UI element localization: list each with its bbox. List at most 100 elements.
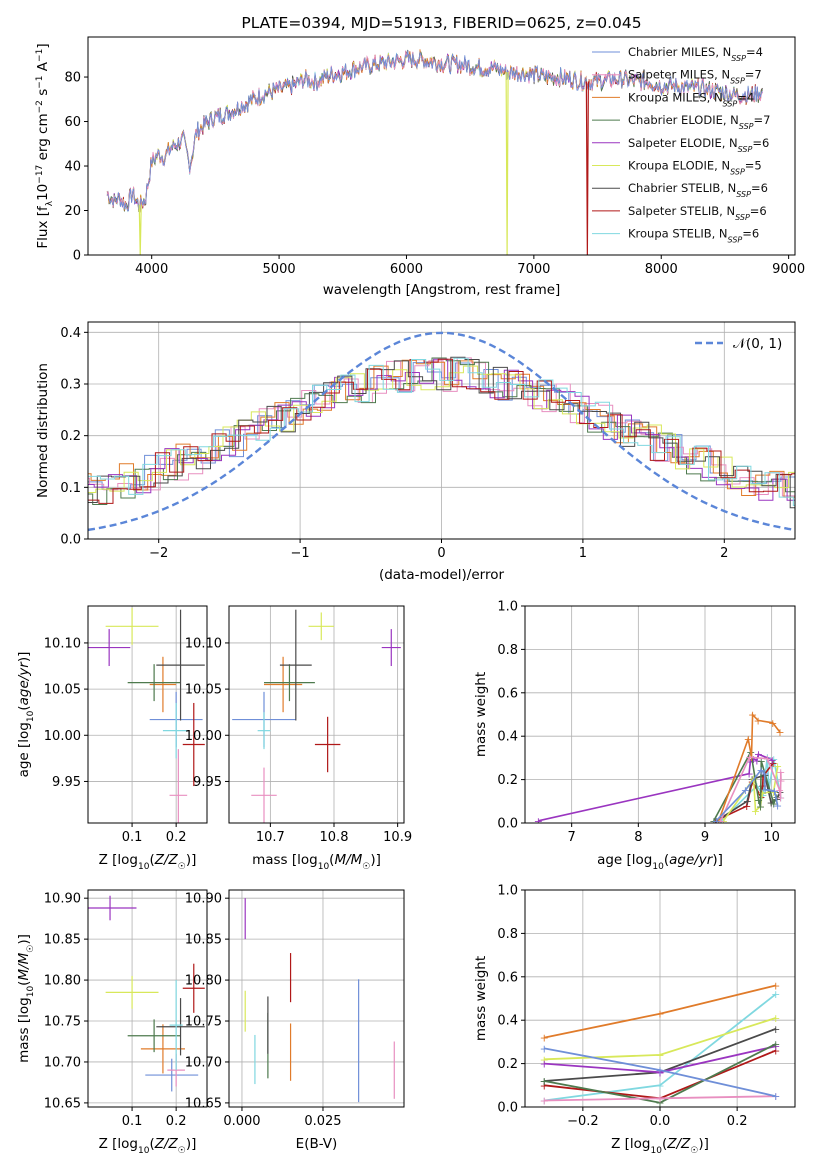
errorbar-point-8	[182, 702, 205, 787]
histogram-series-6	[88, 365, 795, 493]
marker: +	[769, 786, 778, 799]
errorbar-point-2	[169, 749, 188, 823]
label-part: (	[16, 981, 32, 986]
x-tick-label: 9000	[772, 262, 805, 277]
marker: +	[540, 1094, 549, 1107]
marker: +	[773, 799, 782, 812]
errorbar-point-4	[127, 1019, 181, 1053]
y-tick-label: 0.0	[497, 1101, 518, 1116]
y-tick-label: 0.1	[60, 481, 81, 496]
x-tick-label: 6000	[390, 262, 423, 277]
y-tick-label: 9.95	[193, 775, 222, 790]
y-tick-label: 60	[64, 115, 81, 130]
label-part: ]	[35, 43, 51, 48]
y-tick-label: 10.10	[185, 636, 222, 651]
y-tick-label: 1.0	[497, 884, 518, 899]
marker: +	[709, 815, 718, 828]
label-part: ☉	[362, 862, 370, 872]
label-part: SSP	[739, 122, 754, 131]
y-tick-label: 10.80	[185, 974, 222, 989]
y-tick-label: 10.65	[185, 1096, 222, 1111]
x-axis-label: age [log10(age/yr)]	[597, 852, 723, 872]
errorbar-point-7	[156, 609, 205, 721]
label-part: 10	[138, 862, 150, 872]
marker: +	[771, 1090, 780, 1103]
marker: +	[540, 1094, 549, 1107]
y-tick-label: 0.4	[497, 1014, 518, 1029]
label-part: Kroupa STELIB, N	[628, 227, 728, 241]
label-part: (	[662, 1136, 667, 1152]
errorbar-point-8	[182, 963, 205, 1013]
marker: +	[751, 805, 760, 818]
marker: +	[540, 1053, 549, 1066]
marker: +	[768, 717, 777, 730]
marker: +	[540, 1079, 549, 1092]
mass-weight-age-line-3	[717, 712, 781, 822]
plot-area	[88, 895, 205, 1092]
normal-curve	[88, 331, 795, 532]
marker: +	[756, 801, 765, 814]
y-tick-label: 10.85	[185, 933, 222, 948]
chart-panel-4: 10.7 10.8 10.9 9.95 10.00 10.05 10.10	[185, 605, 412, 845]
legend-label: 𝒩(0, 1)	[733, 336, 782, 352]
marker: +	[746, 756, 755, 769]
label-part: )]	[186, 1136, 197, 1152]
plot-area	[232, 609, 401, 823]
plot-area	[106, 49, 763, 255]
label-part: ☉	[178, 1146, 186, 1156]
label-part: Z [log	[99, 1136, 138, 1152]
label-part: SSP	[735, 212, 750, 221]
label-part: )]	[370, 852, 381, 868]
y-tick-label: 10.75	[44, 1015, 81, 1030]
chart-panel-1: 4000 5000 6000 7000 8000 9000 0 20 40 60 80	[64, 36, 805, 277]
marker: +	[772, 791, 781, 804]
label-part: 10	[652, 862, 664, 872]
marker: +	[655, 1097, 664, 1110]
marker: +	[766, 797, 775, 810]
axes-frame	[87, 889, 208, 1108]
y-tick-label: 10.00	[185, 729, 222, 744]
label-part: ☉	[690, 1146, 698, 1156]
chart-panel-3: 0.1 0.2 9.95 10.00 10.05 10.10	[44, 605, 208, 845]
label-part: 10	[318, 862, 330, 872]
x-tick-label: −2	[149, 546, 168, 561]
y-tick-label: 0.6	[497, 686, 518, 701]
marker: +	[749, 753, 758, 766]
label-part: SSP	[736, 190, 751, 199]
legend-label: Salpeter STELIB, NSSP=6	[628, 204, 767, 222]
histogram-series-1	[88, 362, 795, 490]
label-part: Z/Z	[154, 852, 179, 868]
label-part: Chabrier MILES, N	[628, 45, 731, 59]
marker: +	[744, 768, 753, 781]
chart-panel-6: 0.1 0.2 10.65 10.70 10.75 10.80 10.85 10.90	[44, 889, 208, 1129]
y-tick-label: 0.0	[60, 533, 81, 548]
x-tick-label: 0.1	[122, 1114, 143, 1129]
label-part: )]	[186, 852, 197, 868]
y-tick-label: 40	[64, 160, 81, 175]
legend-label: Kroupa MILES, NSSP=4	[628, 90, 754, 108]
label-part: Salpeter STELIB, N	[628, 204, 735, 218]
x-axis-label: Z [log10(Z/Z☉)]	[611, 1136, 709, 1156]
x-axis-label: mass [log10(M/M☉)]	[252, 852, 381, 872]
marker: +	[752, 754, 761, 767]
label-part: (	[16, 705, 32, 710]
axes-frame	[87, 36, 796, 256]
axes-frame	[228, 605, 405, 824]
legend-label: Chabrier STELIB, NSSP=6	[628, 181, 768, 199]
mass-weight-z-line-2	[544, 1095, 776, 1102]
plot-area	[88, 607, 205, 823]
label-part: −1	[35, 49, 45, 62]
y-tick-label: 10.80	[44, 974, 81, 989]
x-tick-label: 2	[720, 546, 728, 561]
marker: +	[756, 764, 765, 777]
label-part: (	[149, 852, 154, 868]
x-tick-label: 10.9	[383, 830, 412, 845]
chart-panel-8: ++++++++++ ++++++++++++ + ++++ −0.2 0.0 0.2 0.0…	[497, 884, 796, 1129]
marker: +	[758, 779, 767, 792]
errorbar-point-6	[105, 975, 159, 1009]
marker: +	[776, 792, 785, 805]
marker: +	[771, 1040, 780, 1053]
plot-area	[244, 898, 395, 1103]
y-tick-label: 0.2	[60, 429, 81, 444]
errorbar-point-5	[381, 629, 401, 667]
